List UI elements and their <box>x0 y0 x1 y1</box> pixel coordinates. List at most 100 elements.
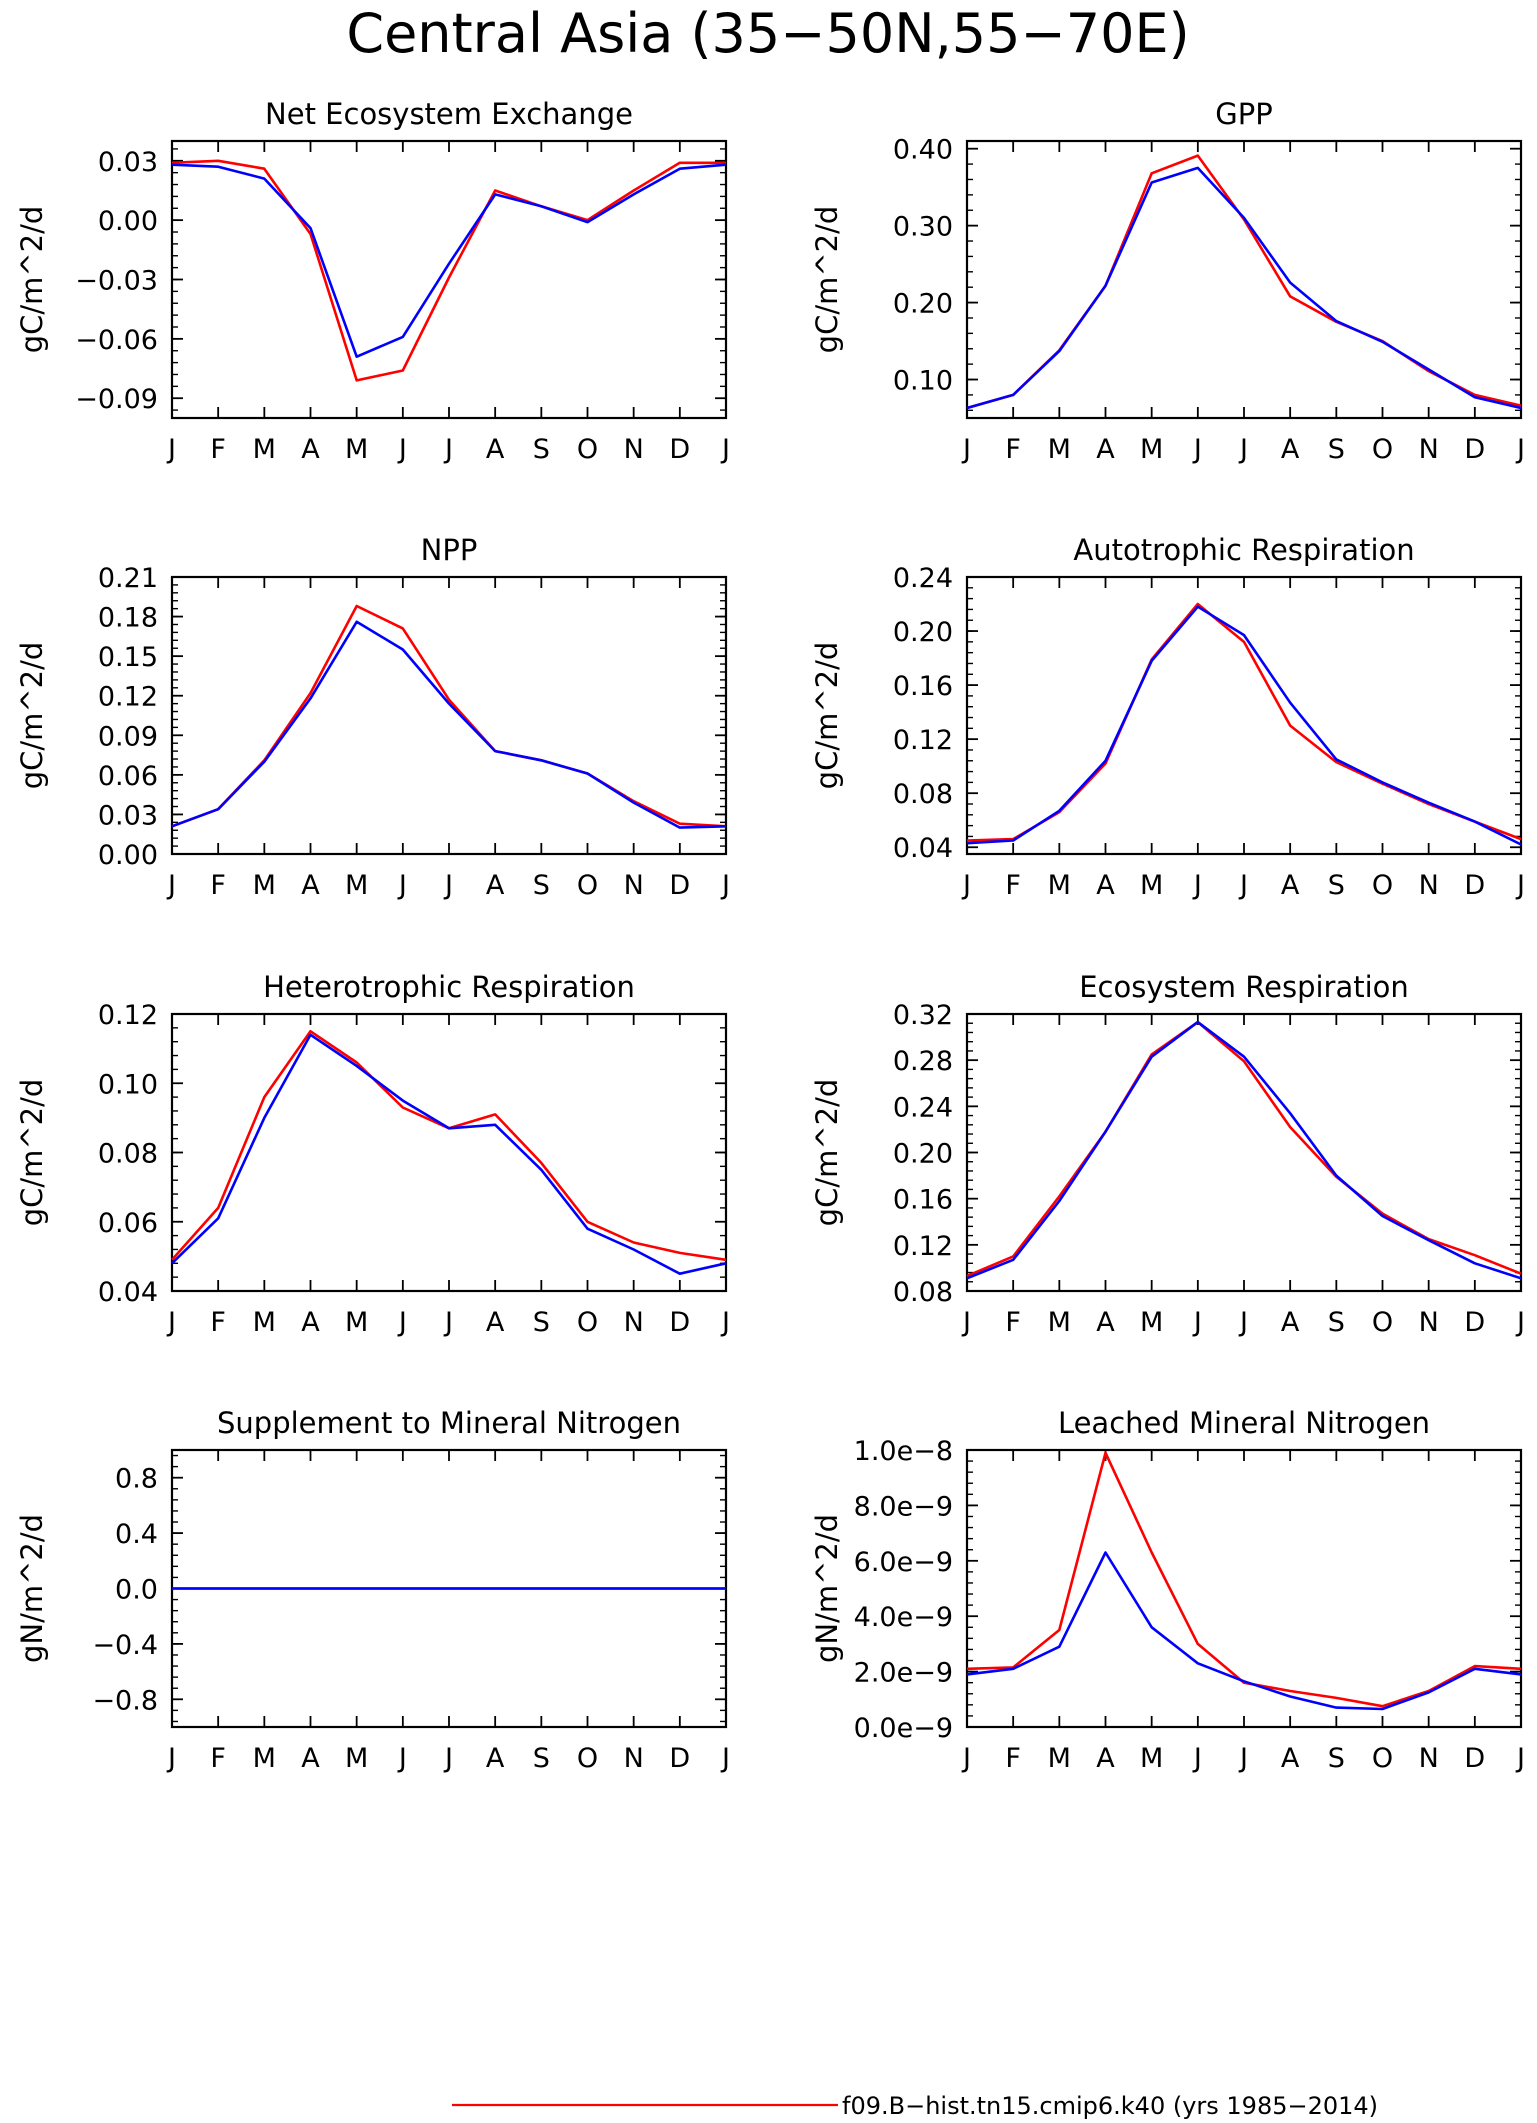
y-tick-label: 0.20 <box>893 289 953 320</box>
y-tick-label: 0.20 <box>893 617 953 648</box>
y-tick-label: 0.0 <box>115 1575 158 1606</box>
x-tick-label: J <box>397 434 407 465</box>
plot-frame <box>965 575 1523 856</box>
x-tick-label: N <box>624 1307 644 1338</box>
x-tick-label: D <box>1464 434 1485 465</box>
x-tick-label: D <box>669 870 690 901</box>
x-tick-label: N <box>624 434 644 465</box>
x-tick-label: A <box>301 1307 320 1338</box>
x-tick-label: S <box>533 434 550 465</box>
x-tick-label: M <box>1140 434 1163 465</box>
x-tick-label: J <box>1515 1743 1525 1774</box>
series-line-red <box>171 159 726 382</box>
x-tick-label: J <box>1238 1743 1248 1774</box>
y-tick-label: 0.12 <box>893 725 953 756</box>
plot-frame <box>170 1012 728 1293</box>
x-tick-label: M <box>1140 870 1163 901</box>
x-tick-label: O <box>577 870 598 901</box>
x-tick-label: J <box>1192 870 1202 901</box>
x-tick-label: D <box>1464 870 1485 901</box>
x-tick-label: A <box>486 1743 505 1774</box>
x-tick-label: F <box>210 870 226 901</box>
series-line-blue <box>171 163 727 359</box>
x-tick-label: S <box>1328 434 1345 465</box>
x-tick-label: J <box>1515 1307 1525 1338</box>
x-tick-label: J <box>443 870 453 901</box>
y-tick-label: 0.24 <box>893 563 953 594</box>
y-tick-label: 0.00 <box>98 840 158 871</box>
x-tick-label: S <box>1328 1307 1345 1338</box>
y-tick-label: 0.16 <box>893 1185 953 1216</box>
panel-title: Autotrophic Respiration <box>1073 533 1414 567</box>
panel-title: Leached Mineral Nitrogen <box>1058 1406 1430 1440</box>
x-tick-label: J <box>720 870 730 901</box>
panel-title: Heterotrophic Respiration <box>263 970 635 1004</box>
x-tick-label: M <box>1048 1307 1071 1338</box>
x-tick-label: D <box>669 1743 690 1774</box>
y-tick-label: 0.30 <box>893 212 953 243</box>
y-tick-label: 0.03 <box>98 147 158 178</box>
y-axis-label: gC/m^2/d <box>15 206 49 354</box>
y-axis-label: gN/m^2/d <box>810 1514 844 1663</box>
x-tick-label: F <box>210 434 226 465</box>
y-tick-label: 6.0e−9 <box>854 1547 953 1578</box>
x-tick-label: J <box>961 434 971 465</box>
x-tick-label: F <box>1005 870 1021 901</box>
x-tick-label: J <box>961 1743 971 1774</box>
series-line-red <box>966 1451 1522 1708</box>
x-tick-label: F <box>1005 434 1021 465</box>
x-tick-label: J <box>1238 1307 1248 1338</box>
series-line-blue <box>966 166 1522 410</box>
x-tick-label: M <box>1048 870 1071 901</box>
x-tick-label: N <box>624 870 644 901</box>
panel-title: Ecosystem Respiration <box>1079 970 1409 1004</box>
series-line-blue <box>171 620 727 829</box>
x-tick-label: M <box>1140 1743 1163 1774</box>
x-tick-label: S <box>533 870 550 901</box>
figure-title: Central Asia (35−50N,55−70E) <box>346 2 1189 65</box>
x-tick-label: S <box>1328 870 1345 901</box>
x-tick-label: J <box>397 1307 407 1338</box>
legend: f09.B−hist.tn15.cmip6.k40 (yrs 1985−2014… <box>452 2092 1378 2120</box>
x-tick-label: M <box>253 1307 276 1338</box>
y-axis-label: gC/m^2/d <box>15 1079 49 1227</box>
x-tick-label: A <box>486 870 505 901</box>
x-tick-label: N <box>1419 1743 1439 1774</box>
x-tick-label: J <box>961 870 971 901</box>
x-tick-label: F <box>1005 1307 1021 1338</box>
x-tick-label: M <box>253 870 276 901</box>
y-tick-label: 0.40 <box>893 135 953 166</box>
x-tick-label: J <box>166 1743 176 1774</box>
x-tick-label: A <box>1281 434 1300 465</box>
x-tick-label: J <box>1192 1307 1202 1338</box>
y-tick-label: 0.8 <box>115 1464 158 1495</box>
y-tick-label: 0.18 <box>98 603 158 634</box>
y-axis-label: gC/m^2/d <box>810 206 844 354</box>
y-tick-label: 0.08 <box>893 779 953 810</box>
x-tick-label: A <box>301 434 320 465</box>
x-tick-label: J <box>443 1307 453 1338</box>
y-tick-label: 0.03 <box>98 800 158 831</box>
x-tick-label: M <box>345 1307 368 1338</box>
panel-title: Supplement to Mineral Nitrogen <box>217 1406 681 1440</box>
x-tick-label: J <box>166 870 176 901</box>
x-tick-label: A <box>301 1743 320 1774</box>
x-tick-label: A <box>1096 1743 1115 1774</box>
y-tick-label: −0.06 <box>75 325 158 356</box>
x-tick-label: J <box>397 870 407 901</box>
y-tick-label: 0.06 <box>98 761 158 792</box>
x-tick-label: O <box>1372 1743 1393 1774</box>
x-tick-label: D <box>669 1307 690 1338</box>
y-tick-label: 0.16 <box>893 671 953 702</box>
x-tick-label: N <box>1419 1307 1439 1338</box>
x-tick-label: J <box>166 434 176 465</box>
y-tick-label: 0.10 <box>98 1069 158 1100</box>
y-axis-label: gC/m^2/d <box>810 1079 844 1227</box>
y-tick-label: −0.8 <box>92 1685 158 1716</box>
x-tick-label: M <box>1140 1307 1163 1338</box>
series-line-blue <box>966 1020 1522 1280</box>
